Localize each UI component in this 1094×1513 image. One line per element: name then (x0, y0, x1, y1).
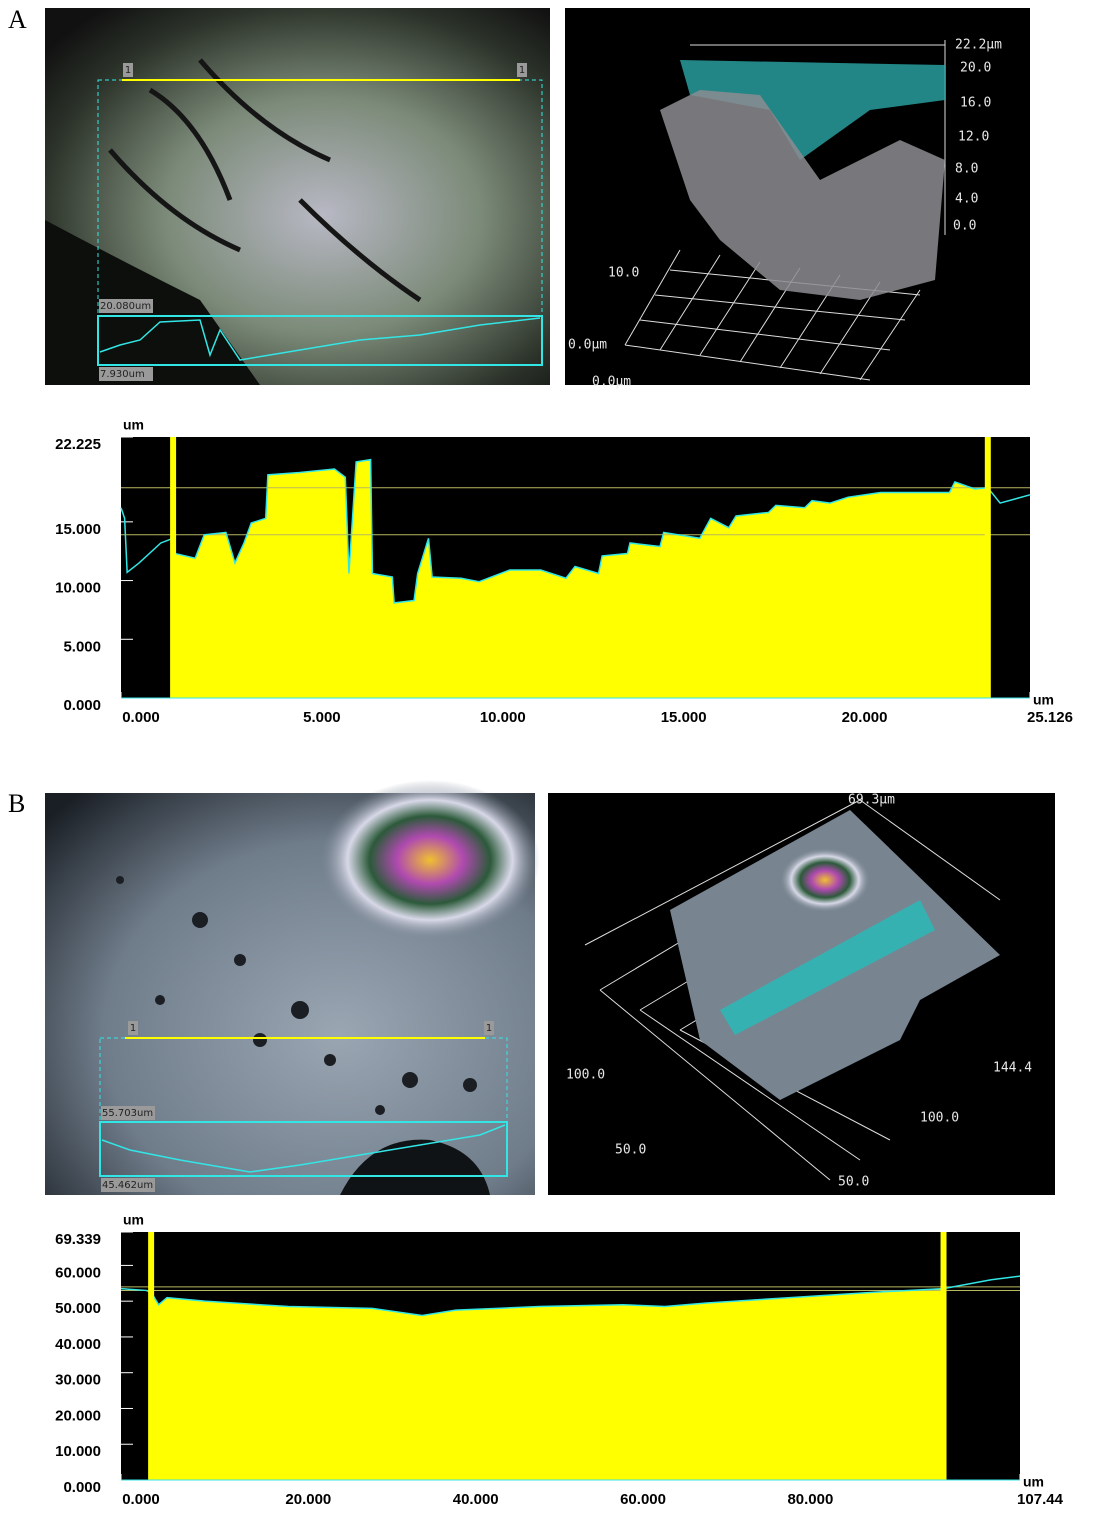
x-tick-label: 107.44 (1017, 1491, 1064, 1508)
y-tick-label: 0.000 (63, 697, 101, 714)
x-tick-label: 0.000 (122, 709, 160, 726)
x-axis-label: um (1023, 1474, 1044, 1490)
x-tick-label: 40.000 (453, 1491, 499, 1508)
y-tick-label: 20.000 (55, 1407, 101, 1424)
x-tick-label: 15.000 (661, 709, 707, 726)
axis3d-label: 50.0 (838, 1175, 869, 1190)
x-axis-label: um (1033, 692, 1054, 708)
y-tick-label: 50.000 (55, 1300, 101, 1317)
axis3d-label: 10.0 (608, 266, 639, 281)
axis3d-label: 0.0 (953, 219, 976, 234)
axis3d-label: 12.0 (958, 130, 989, 145)
y-tick-label: 60.000 (55, 1264, 101, 1281)
y-tick-label: 22.225 (55, 436, 101, 453)
axis3d-label: 16.0 (960, 96, 991, 111)
y-tick-label: 10.000 (55, 580, 101, 597)
image-label: 45.462um (102, 1180, 153, 1191)
axis3d-label: 100.0 (920, 1111, 959, 1126)
x-tick-label: 60.000 (620, 1491, 666, 1508)
x-tick-label: 80.000 (787, 1491, 833, 1508)
area-fill (121, 1276, 1020, 1480)
axis3d-label: 50.0 (615, 1143, 646, 1158)
axis3d-label: 69.3µm (848, 793, 895, 808)
cursor-label: 1 (519, 65, 525, 76)
axis3d-label: 0.0µm (592, 375, 631, 390)
panel-label: B (8, 789, 25, 818)
axis3d-label: 144.4 (993, 1061, 1032, 1076)
x-tick-label: 20.000 (842, 709, 888, 726)
axis3d-label: 0.0µm (568, 338, 607, 353)
y-tick-label: 10.000 (55, 1443, 101, 1460)
image-label: 20.080um (100, 301, 151, 312)
y-tick-label: 40.000 (55, 1336, 101, 1353)
panel-a-images (45, 8, 1030, 385)
figure: A 20.080um 7.930um 1 1 22.2µm 20.0 16.0 12.0 8.0 4… (0, 0, 1094, 1513)
y-tick-label: 5.000 (63, 638, 101, 655)
axis3d-label: 20.0 (960, 61, 991, 76)
y-axis-label: um (123, 1212, 144, 1228)
interference-rings (780, 848, 870, 912)
x-tick-label: 25.126 (1027, 709, 1073, 726)
x-tick-label: 10.000 (480, 709, 526, 726)
axis3d-label: 100.0 (566, 1068, 605, 1083)
cursor-label: 1 (486, 1023, 492, 1034)
y-tick-label: 0.000 (63, 1479, 101, 1496)
image-label: 55.703um (102, 1108, 153, 1119)
image-label: 7.930um (100, 369, 145, 380)
axis3d-label: 22.2µm (955, 38, 1002, 53)
cursor-label: 1 (125, 65, 131, 76)
axis3d-label: 4.0 (955, 192, 978, 207)
x-tick-label: 5.000 (303, 709, 341, 726)
y-tick-label: 15.000 (55, 521, 101, 538)
x-tick-label: 20.000 (285, 1491, 331, 1508)
panel-label: A (8, 5, 27, 34)
axis3d-label: 8.0 (955, 162, 978, 177)
y-axis-label: um (123, 417, 144, 433)
panel-b-images (45, 780, 1055, 1195)
interference-rings (320, 780, 540, 940)
y-tick-label: 30.000 (55, 1372, 101, 1389)
y-tick-label: 69.339 (55, 1231, 101, 1248)
x-tick-label: 0.000 (122, 1491, 160, 1508)
cursor-label: 1 (130, 1023, 136, 1034)
